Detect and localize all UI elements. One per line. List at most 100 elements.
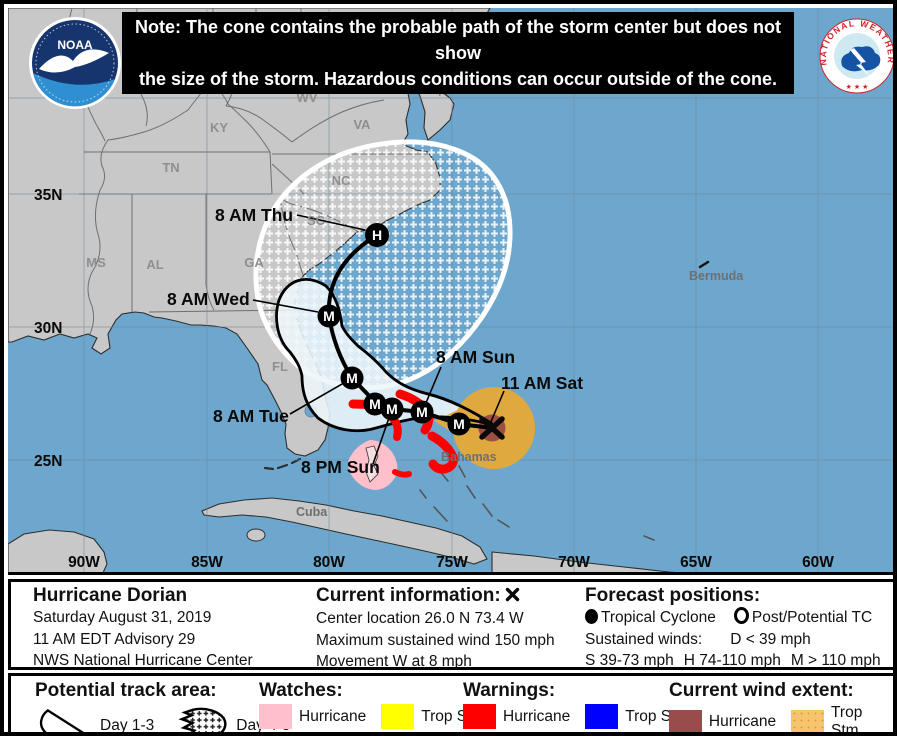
cone-day1-3-icon xyxy=(35,705,93,732)
current-info-title: Current information: xyxy=(316,585,501,606)
grid-labels: 35N 30N 25N 90W 85W 80W 75W 70W 65W 60W xyxy=(34,187,834,571)
note-line-2: the size of the storm. Hazardous conditi… xyxy=(138,69,778,89)
state-label: FL xyxy=(272,359,288,374)
tropical-cyclone-label: Tropical Cyclone xyxy=(601,609,716,626)
legend-panel: Potential track area: Day 1-3 xyxy=(8,673,893,736)
post-potential-tc-icon xyxy=(733,607,749,624)
place-label-bermuda: Bermuda xyxy=(689,269,744,283)
hurricane-warning-label: Hurricane xyxy=(503,707,571,725)
sustained-winds-label: Sustained winds: xyxy=(585,630,703,648)
lon-label: 90W xyxy=(68,554,100,571)
noaa-logo-text: NOAA xyxy=(57,38,93,52)
note-line-1: Note: The cone contains the probable pat… xyxy=(134,17,782,63)
eastern-cuba xyxy=(491,551,676,572)
label-8am-thu: 8 AM Thu xyxy=(215,205,293,225)
note-banner: Note: The cone contains the probable pat… xyxy=(122,12,794,94)
label-8pm-sun: 8 PM Sun xyxy=(301,457,380,477)
noaa-seagull-icon xyxy=(39,49,109,73)
track-markers: M M M M M M H xyxy=(317,223,471,436)
state-label: TN xyxy=(162,160,179,175)
track-area-title: Potential track area: xyxy=(35,680,217,701)
noaa-logo: NOAA xyxy=(28,16,122,115)
storm-advisory: 11 AM EDT Advisory 29 xyxy=(33,630,196,648)
hurricane-watch-swatch xyxy=(259,704,292,729)
bermuda-island xyxy=(698,260,710,269)
state-label: VA xyxy=(353,117,371,132)
post-potential-tc-label: Post/Potential TC xyxy=(751,609,873,626)
state-label: KY xyxy=(210,120,228,135)
trop-stm-extent-label: Trop Stm xyxy=(831,704,863,736)
watches-title: Watches: xyxy=(259,680,343,701)
wind-category-h: H 74-110 mph xyxy=(683,652,781,669)
lon-label: 70W xyxy=(558,554,590,571)
storm-date: Saturday August 31, 2019 xyxy=(33,609,212,626)
max-sustained-wind: Maximum sustained wind 150 mph xyxy=(316,631,555,649)
place-label-cuba: Cuba xyxy=(296,505,328,519)
lon-label: 75W xyxy=(436,554,468,571)
x-marker-icon xyxy=(505,586,520,608)
trop-stm-warning-swatch xyxy=(585,704,619,729)
hurricane-warning-swatch xyxy=(463,704,496,729)
marker-letter: M xyxy=(453,416,465,432)
current-position-x-icon xyxy=(479,416,505,440)
warnings-title: Warnings: xyxy=(463,680,556,701)
movement: Movement W at 8 mph xyxy=(316,653,472,670)
marker-letter: M xyxy=(346,370,358,386)
legend-track-area: Potential track area: Day 1-3 xyxy=(35,680,291,734)
day1-3-label: Day 1-3 xyxy=(100,716,155,734)
lat-label: 30N xyxy=(34,320,62,337)
label-leader-lines xyxy=(252,214,505,465)
nws-lightning-icon xyxy=(850,48,870,76)
legend-wind-extent: Current wind extent: Hurricane Trop Stm xyxy=(669,680,893,736)
lat-label: 25N xyxy=(34,453,62,470)
marker-letter: M xyxy=(323,308,335,324)
state-label: SC xyxy=(307,213,326,228)
lon-label: 80W xyxy=(313,554,345,571)
lon-label: 65W xyxy=(680,554,712,571)
state-label: AL xyxy=(146,257,163,272)
track-time-labels: 8 AM Thu 8 AM Wed 8 AM Sun 11 AM Sat 8 A… xyxy=(167,205,583,477)
state-label: NC xyxy=(332,173,351,188)
andros-island xyxy=(365,445,379,483)
lat-label: 35N xyxy=(34,187,62,204)
lon-label: 85W xyxy=(191,554,223,571)
wind-category-m: M > 110 mph xyxy=(790,652,881,669)
marker-letter: M xyxy=(416,404,428,420)
storm-title: Hurricane Dorian xyxy=(33,585,188,606)
trop-stm-extent-swatch xyxy=(791,709,825,732)
forecast-positions-column: Forecast positions: Tropical Cyclone Post… xyxy=(585,585,893,672)
lon-label: 60W xyxy=(802,554,834,571)
label-8am-wed: 8 AM Wed xyxy=(167,289,250,309)
wind-extent-title: Current wind extent: xyxy=(669,680,854,701)
nws-ring-stars: ★ ★ ★ xyxy=(846,83,869,91)
label-11am-sat: 11 AM Sat xyxy=(501,373,583,393)
info-panel: Hurricane Dorian Saturday August 31, 201… xyxy=(8,579,893,673)
forecast-cone-map: M M M M M M H 8 AM Thu 8 AM Wed 8 AM Sun… xyxy=(8,8,893,575)
marker-letter: M xyxy=(369,396,381,412)
state-label: MS xyxy=(86,255,106,270)
current-info-column: Current information: Center location 26.… xyxy=(316,585,581,673)
label-8am-tue: 8 AM Tue xyxy=(213,406,289,426)
nws-logo: NATIONAL WEATHER SERVICE ★ ★ ★ xyxy=(818,18,893,99)
wind-category-d: D < 39 mph xyxy=(730,630,811,648)
center-location: Center location 26.0 N 73.4 W xyxy=(316,610,524,627)
tropical-cyclone-icon xyxy=(585,609,598,624)
cuba-island xyxy=(201,497,488,565)
hurricane-extent-label: Hurricane xyxy=(708,713,777,730)
cone-day4-5-icon xyxy=(169,704,229,732)
hurricane-extent-swatch xyxy=(669,709,702,732)
trop-stm-watch-swatch xyxy=(381,704,415,729)
wind-category-s: S 39-73 mph xyxy=(585,652,674,669)
map-svg: M M M M M M H 8 AM Thu 8 AM Wed 8 AM Sun… xyxy=(8,8,893,572)
legend-warnings: Warnings: Hurricane Trop Stm xyxy=(463,680,688,729)
place-labels: Bermuda Bahamas Cuba xyxy=(296,269,744,519)
storm-info-column: Hurricane Dorian Saturday August 31, 201… xyxy=(33,585,308,672)
label-8am-sun: 8 AM Sun xyxy=(436,347,515,367)
storm-agency: NWS National Hurricane Center xyxy=(33,652,253,669)
state-label: GA xyxy=(244,255,264,270)
marker-letter: H xyxy=(372,227,382,243)
legend-watches: Watches: Hurricane Trop Stm xyxy=(259,680,484,729)
forecast-positions-title: Forecast positions: xyxy=(585,585,761,606)
hurricane-watch-label: Hurricane xyxy=(299,707,367,725)
